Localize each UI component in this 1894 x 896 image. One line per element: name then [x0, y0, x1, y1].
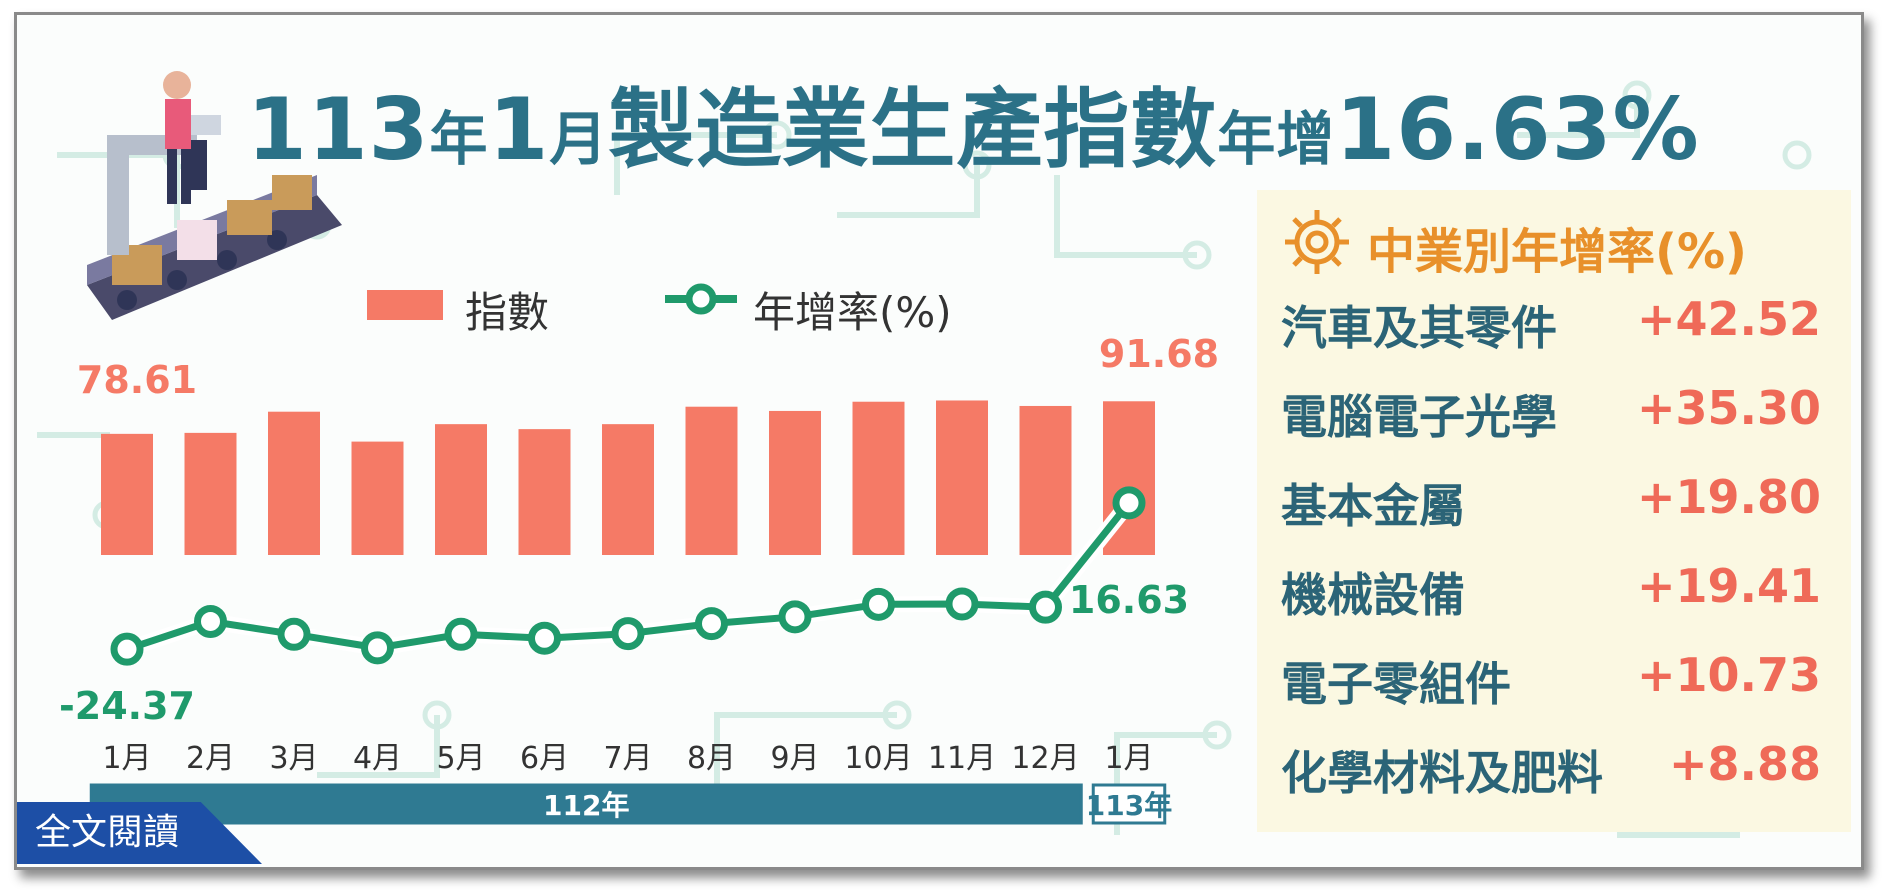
industry-growth-panel: 中業別年增率(%) 汽車及其零件 +42.52 電腦電子光學 +35.30 基本… [1257, 190, 1851, 832]
x-tick-label: 10月 [844, 741, 912, 776]
bar-data-label: 91.68 [1099, 332, 1219, 376]
industry-value: +42.52 [1636, 292, 1821, 346]
bar [184, 432, 237, 555]
industry-row: 基本金屬 +19.80 [1257, 470, 1851, 550]
industry-name: 機械設備 [1281, 568, 1465, 622]
title-part: 製造業生產指數 [608, 80, 1218, 180]
industry-value: +19.80 [1636, 470, 1821, 524]
industry-row: 電腦電子光學 +35.30 [1257, 381, 1851, 461]
year-group-band [89, 783, 1083, 825]
line-point [110, 632, 144, 666]
infographic-frame: 113年1月製造業生產指數年增16.63% 1月 2月 3月 4月 5月 6月 7月 8月 9月… [14, 12, 1864, 870]
line-data-label: 16.63 [1069, 578, 1189, 622]
data-labels: 78.61 91.68 -24.37 16.63 [59, 332, 1219, 728]
title-part: 1 [488, 80, 550, 180]
line-point [862, 587, 895, 621]
industry-panel-title: 中業別年增率(%) [1367, 224, 1747, 280]
x-tick-label: 2月 [186, 741, 235, 776]
year-group-label: 112年 [543, 789, 629, 822]
title-part: 月 [549, 105, 609, 173]
bar [351, 441, 404, 555]
industry-value: +35.30 [1636, 381, 1821, 435]
industry-row: 機械設備 +19.41 [1257, 559, 1851, 639]
line-point [444, 617, 478, 651]
title-part: 年 [429, 105, 489, 173]
x-tick-label: 3月 [269, 741, 318, 776]
bar-series [101, 400, 1155, 555]
bar [936, 400, 988, 555]
industry-value: +8.88 [1668, 737, 1821, 791]
industry-name: 電腦電子光學 [1281, 390, 1557, 444]
line-point [528, 621, 561, 655]
x-tick-label: 6月 [520, 741, 569, 776]
industry-value: +10.73 [1636, 648, 1821, 702]
line-point [277, 617, 311, 651]
bar [685, 406, 738, 555]
industry-row: 汽車及其零件 +42.52 [1257, 292, 1851, 372]
year-group-label: 113年 [1086, 789, 1172, 822]
industry-value: +19.41 [1636, 559, 1821, 613]
line-point [611, 617, 645, 651]
bar [769, 410, 821, 555]
industry-name: 化學材料及肥料 [1281, 746, 1603, 800]
legend-bar-label: 指數 [465, 288, 550, 337]
factory-illustration [87, 71, 342, 320]
line-point [695, 607, 728, 641]
bar [268, 411, 320, 555]
x-tick-label: 11月 [928, 741, 996, 776]
x-tick-label: 7月 [603, 741, 652, 776]
bar [435, 424, 487, 555]
page-title: 113年1月製造業生產指數年增16.63% [247, 59, 1807, 184]
line-point [194, 604, 227, 638]
legend-line-label: 年增率(%) [753, 288, 952, 337]
x-tick-label: 4月 [353, 741, 402, 776]
line-point [778, 600, 812, 634]
industry-name: 汽車及其零件 [1281, 301, 1557, 355]
year-group-band [1091, 783, 1167, 825]
year-band: 112年 113年 [89, 783, 1172, 825]
bar [602, 424, 654, 555]
bar [1019, 405, 1072, 555]
line-data-label: -24.37 [59, 684, 195, 728]
industry-name: 電子零組件 [1281, 657, 1511, 711]
x-tick-label: 1月 [102, 741, 151, 776]
x-axis: 1月 2月 3月 4月 5月 6月 7月 8月 9月 10月 11月 12月 1月 [102, 741, 1153, 776]
x-tick-label: 9月 [770, 741, 819, 776]
line-point [945, 587, 979, 621]
x-tick-label: 1月 [1104, 741, 1153, 776]
line-series [110, 486, 1146, 666]
title-part: 113 [247, 80, 430, 180]
read-full-text-button[interactable]: 全文閱讀 [17, 802, 262, 864]
title-part: 16.63% [1335, 80, 1700, 180]
bar [101, 433, 153, 555]
industry-name: 基本金屬 [1281, 479, 1465, 533]
bar-data-label: 78.61 [77, 358, 197, 402]
title-part: 年增 [1217, 105, 1336, 173]
legend-line-marker [685, 283, 717, 315]
industry-row: 電子零組件 +10.73 [1257, 648, 1851, 728]
x-tick-label: 5月 [436, 741, 485, 776]
gear-wrench-icon [1285, 210, 1349, 274]
production-index-chart: 1月 2月 3月 4月 5月 6月 7月 8月 9月 10月 11月 12月 1月 112年 113年 7… [59, 283, 1219, 825]
industry-row: 化學材料及肥料 +8.88 [1257, 737, 1851, 817]
x-tick-label: 8月 [687, 741, 736, 776]
bar [852, 401, 905, 555]
line-point [1112, 486, 1146, 520]
line-point [361, 631, 394, 665]
legend-bar-swatch [367, 290, 443, 320]
bar [518, 429, 571, 555]
x-tick-label: 12月 [1011, 741, 1079, 776]
line-point [1029, 590, 1062, 624]
